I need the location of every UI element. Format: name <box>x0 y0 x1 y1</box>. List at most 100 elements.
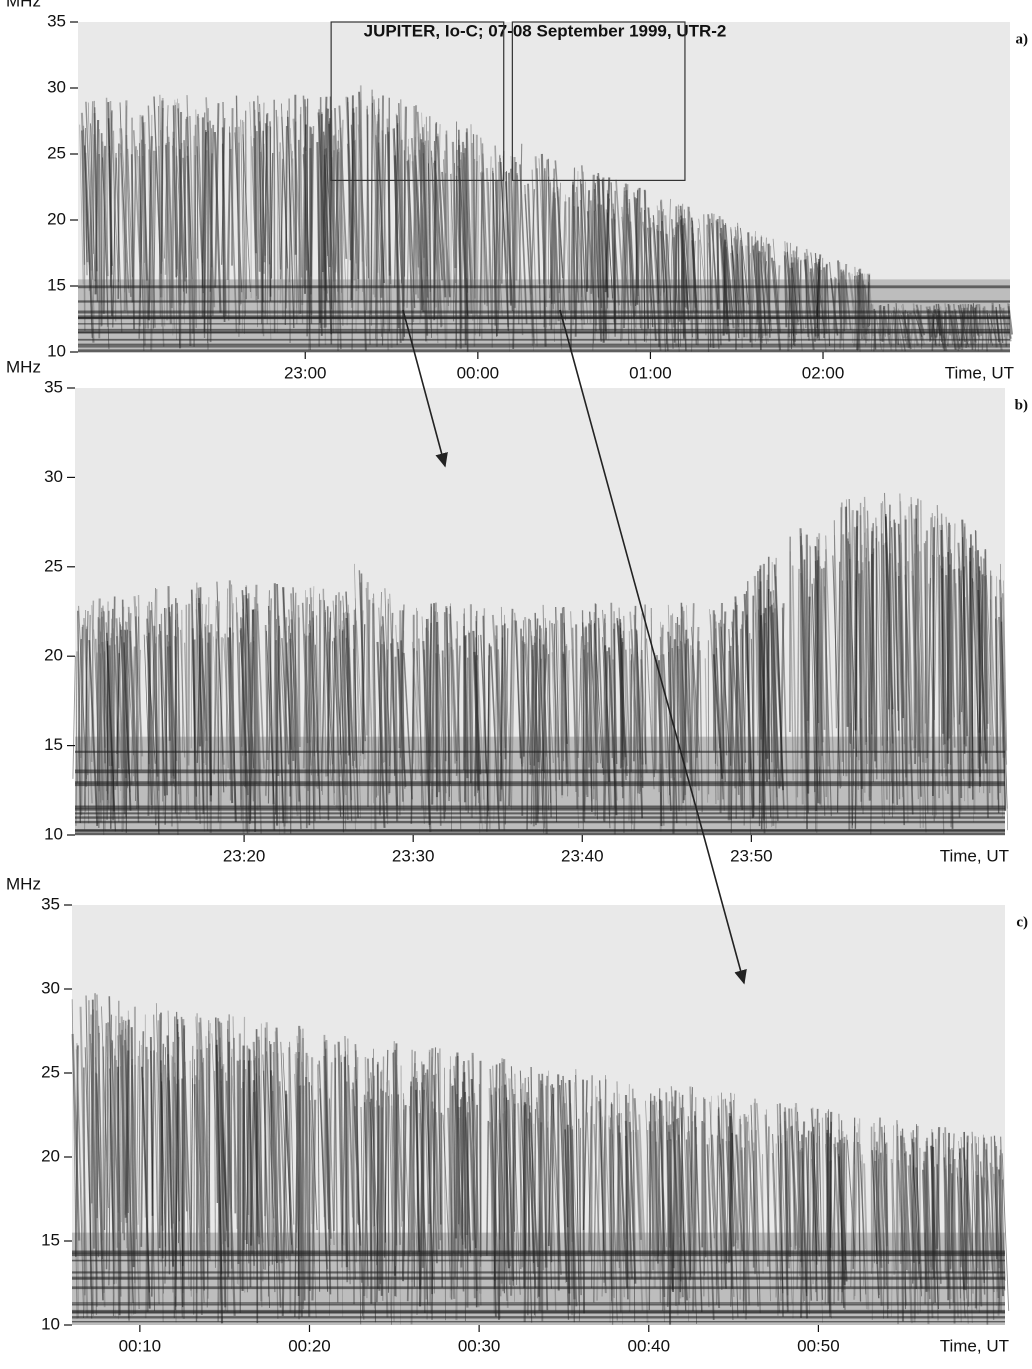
texture-stroke <box>516 175 524 336</box>
texture-stroke <box>510 620 516 807</box>
texture-stroke <box>959 1148 966 1290</box>
texture-stroke <box>668 1140 671 1285</box>
y-tick-label: 30 <box>44 467 63 486</box>
texture-stroke <box>284 1090 294 1254</box>
texture-stroke <box>770 257 782 351</box>
texture-stroke <box>589 174 595 294</box>
texture-stroke <box>421 1089 426 1268</box>
texture-stroke <box>143 634 150 765</box>
texture-stroke <box>910 497 919 800</box>
texture-stroke <box>241 636 250 833</box>
texture-stroke <box>419 142 423 301</box>
texture-stroke <box>311 611 316 822</box>
texture-stroke <box>198 1022 203 1315</box>
texture-stroke <box>108 996 115 1251</box>
texture-stroke <box>429 116 432 329</box>
texture-stroke <box>677 209 680 348</box>
texture-stroke <box>940 565 943 777</box>
texture-stroke <box>145 1046 149 1312</box>
texture-stroke <box>899 501 906 739</box>
texture-stroke <box>403 652 413 800</box>
texture-stroke <box>308 126 311 311</box>
texture-stroke <box>651 1131 655 1271</box>
texture-stroke <box>308 624 312 766</box>
texture-stroke <box>691 240 696 308</box>
texture-stroke <box>390 1105 395 1322</box>
zoom-arrow <box>402 309 448 468</box>
texture-stroke <box>158 105 161 318</box>
texture-stroke <box>734 602 740 795</box>
texture-stroke <box>380 95 385 298</box>
texture-stroke <box>158 624 166 796</box>
texture-stroke <box>160 108 164 274</box>
texture-stroke <box>288 98 291 344</box>
texture-stroke <box>715 1109 720 1286</box>
texture-stroke <box>951 523 956 736</box>
texture-stroke <box>547 1084 554 1247</box>
texture-stroke <box>932 555 935 822</box>
texture-stroke <box>748 1129 753 1251</box>
texture-stroke <box>866 273 869 339</box>
texture-stroke <box>966 538 975 823</box>
texture-stroke <box>88 640 99 826</box>
texture-stroke <box>418 638 423 809</box>
texture-stroke <box>374 112 379 316</box>
texture-stroke <box>436 162 439 336</box>
texture-stroke <box>656 1101 665 1323</box>
texture-stroke <box>240 119 245 334</box>
texture-stroke <box>525 1104 533 1323</box>
texture-stroke <box>348 647 357 822</box>
texture-stroke <box>704 658 709 803</box>
texture-stroke <box>772 1133 780 1313</box>
texture-stroke <box>841 580 844 776</box>
texture-stroke <box>213 131 222 313</box>
texture-stroke <box>541 1073 549 1311</box>
texture-stroke <box>284 125 288 325</box>
texture-stroke <box>467 657 469 814</box>
texture-stroke <box>504 628 509 825</box>
texture-stroke <box>112 152 117 328</box>
texture-stroke <box>388 1080 394 1262</box>
texture-stroke <box>482 153 490 324</box>
texture-stroke <box>533 642 537 826</box>
texture-stroke <box>339 620 343 777</box>
texture-stroke <box>971 578 981 777</box>
texture-stroke <box>904 1155 913 1322</box>
texture-stroke <box>318 1060 329 1270</box>
texture-stroke <box>308 1082 311 1291</box>
texture-stroke <box>388 612 394 794</box>
texture-stroke <box>807 596 811 794</box>
texture-stroke <box>993 1135 998 1260</box>
texture-stroke <box>453 1056 457 1254</box>
texture-stroke <box>759 615 769 782</box>
texture-stroke <box>710 213 720 349</box>
texture-stroke <box>990 1136 995 1320</box>
texture-stroke <box>310 126 315 313</box>
texture-stroke <box>650 608 653 753</box>
texture-stroke <box>254 125 259 300</box>
texture-stroke <box>639 212 647 343</box>
texture-stroke <box>691 220 698 313</box>
texture-stroke <box>528 1081 531 1257</box>
texture-stroke <box>834 535 842 788</box>
texture-stroke <box>974 551 976 814</box>
texture-stroke <box>848 510 854 724</box>
texture-stroke <box>784 1120 790 1269</box>
texture-stroke <box>302 597 309 769</box>
texture-stroke <box>868 531 874 801</box>
texture-stroke <box>916 548 920 783</box>
texture-stroke <box>125 134 132 297</box>
texture-stroke <box>677 1117 682 1256</box>
texture-stroke <box>249 1080 255 1246</box>
texture-stroke <box>359 99 365 292</box>
texture-stroke <box>175 1011 181 1222</box>
texture-stroke <box>625 649 633 824</box>
texture-stroke <box>150 114 153 285</box>
texture-stroke <box>221 127 226 323</box>
texture-stroke <box>492 173 496 326</box>
texture-stroke <box>256 603 265 769</box>
texture-stroke <box>352 108 360 280</box>
texture-stroke <box>904 519 908 786</box>
texture-stroke <box>598 178 603 342</box>
